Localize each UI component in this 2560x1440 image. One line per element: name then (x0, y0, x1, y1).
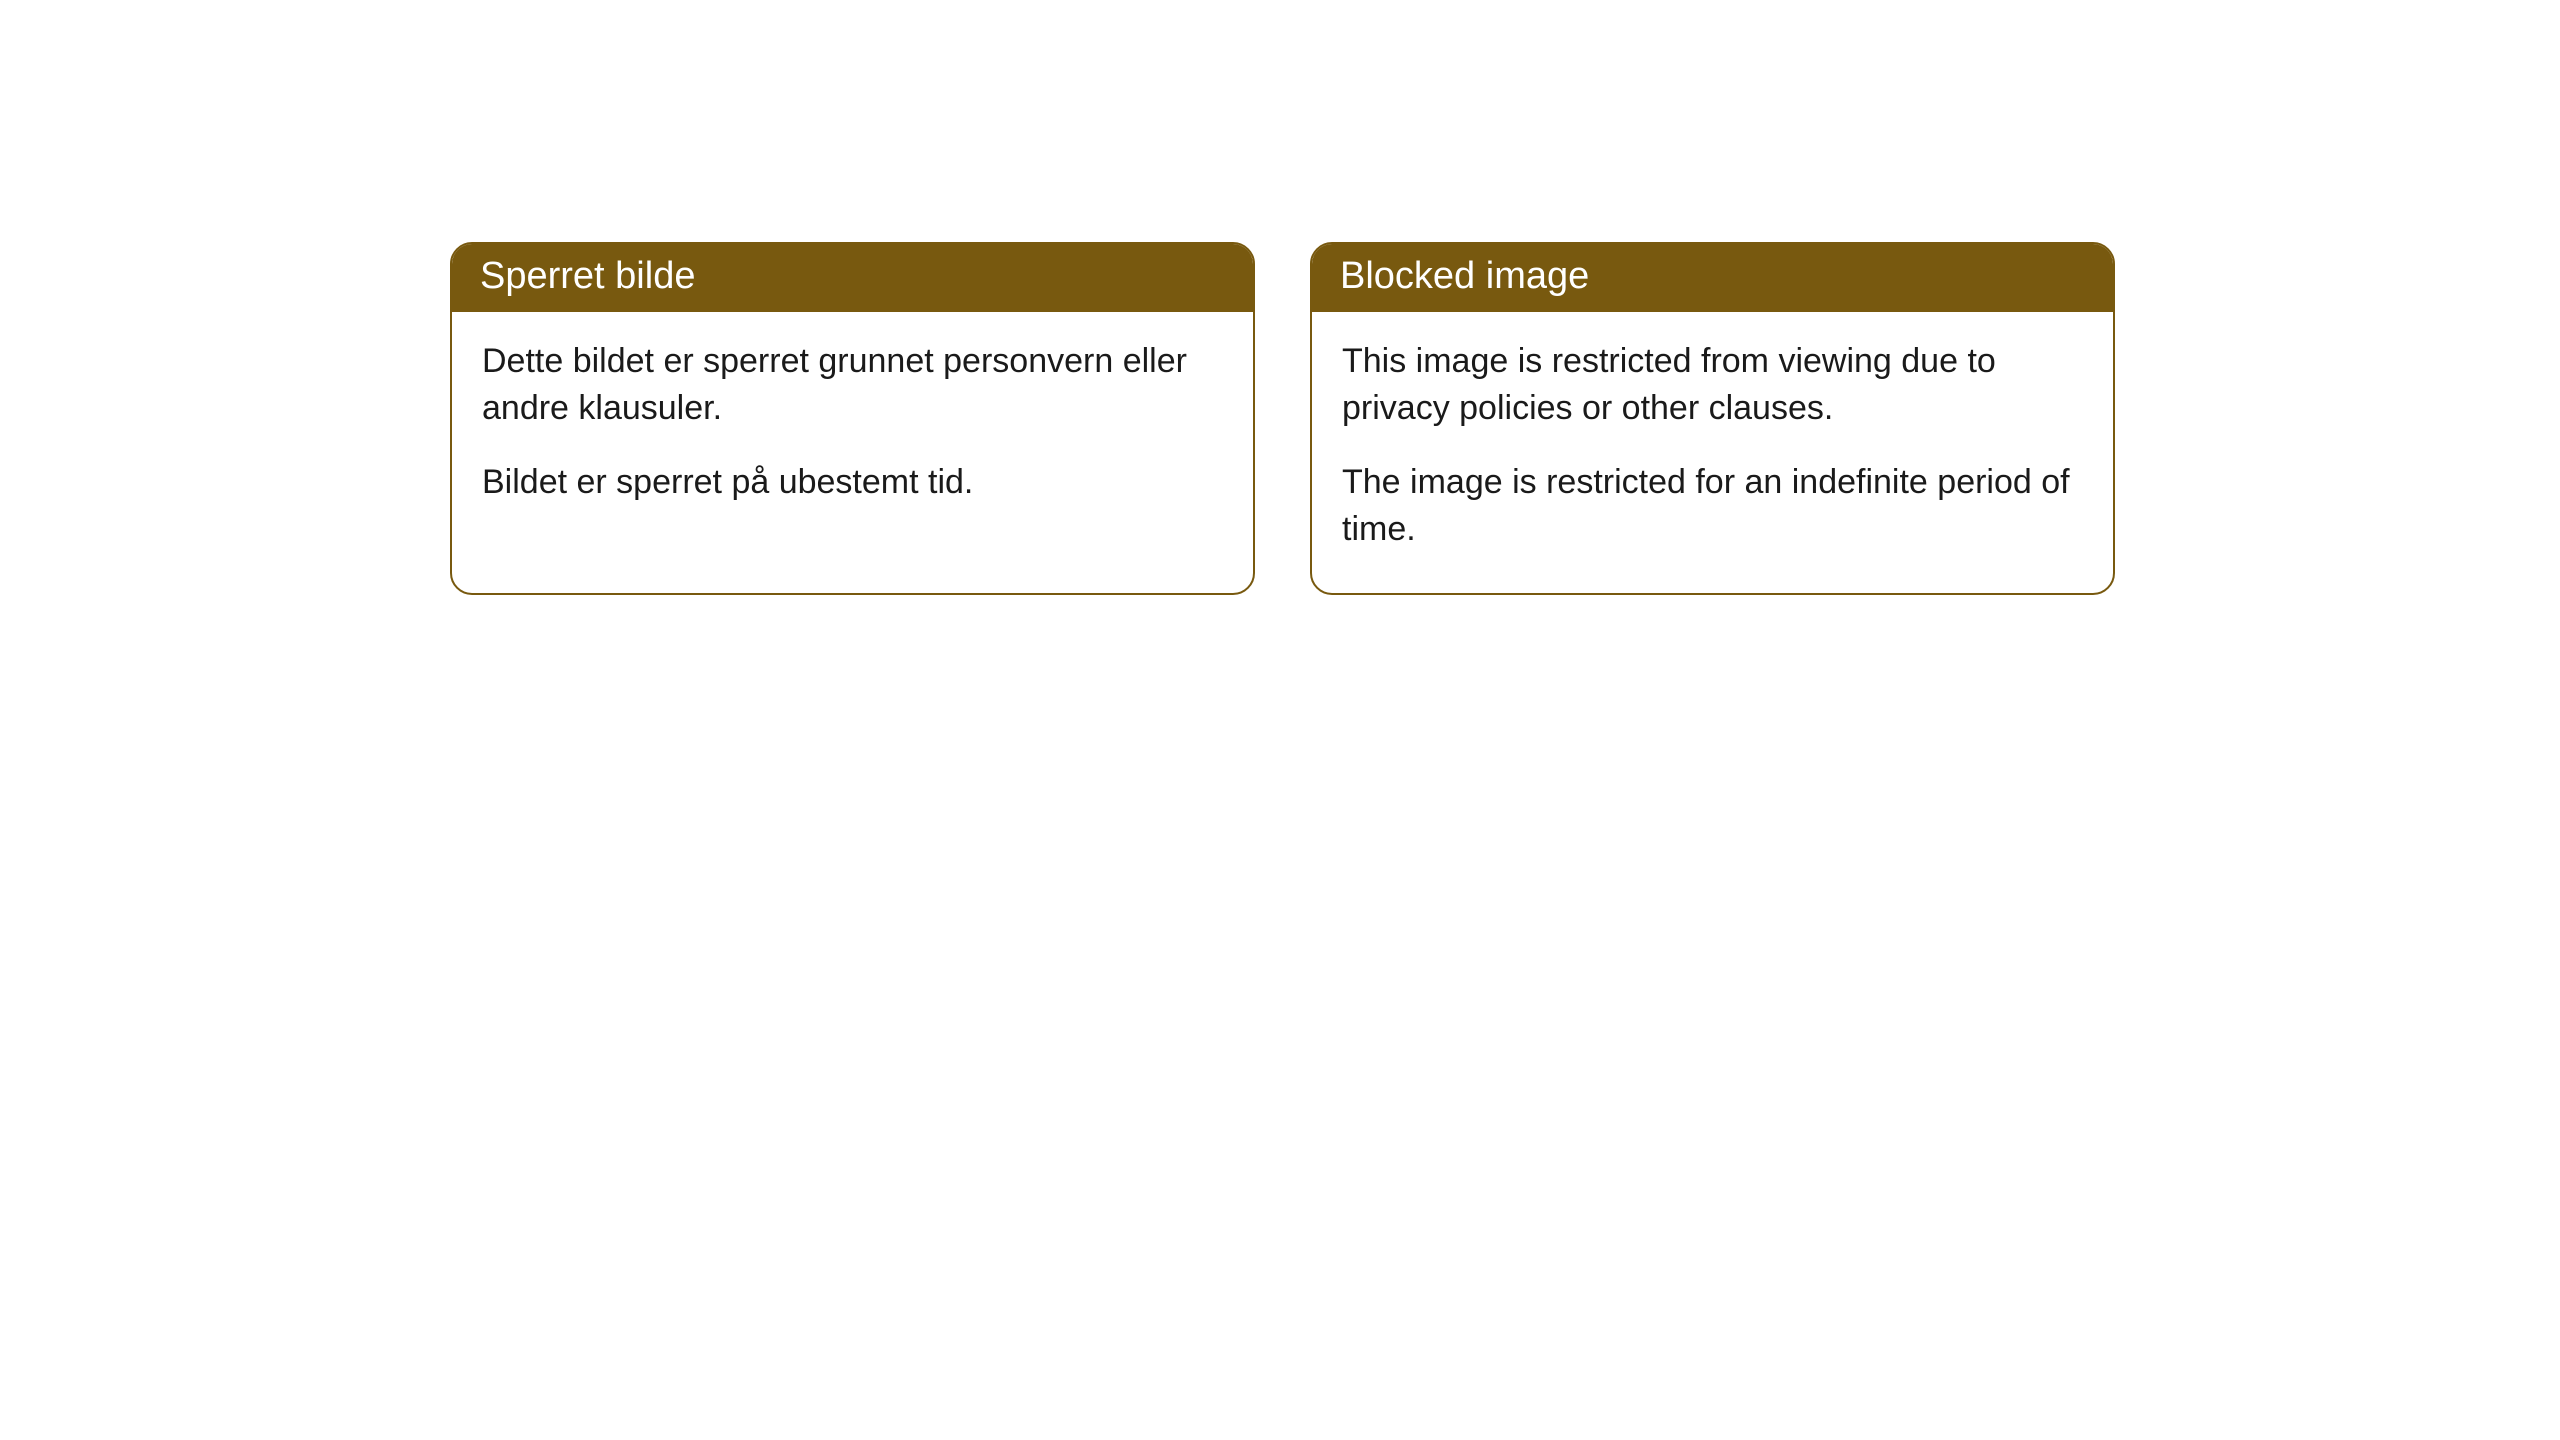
card-text: Bildet er sperret på ubestemt tid. (482, 459, 1223, 506)
card-text: The image is restricted for an indefinit… (1342, 459, 2083, 553)
card-body: Dette bildet er sperret grunnet personve… (452, 312, 1253, 547)
notice-container: Sperret bilde Dette bildet er sperret gr… (0, 0, 2560, 595)
card-title: Blocked image (1312, 244, 2113, 312)
card-text: This image is restricted from viewing du… (1342, 338, 2083, 432)
blocked-image-card-no: Sperret bilde Dette bildet er sperret gr… (450, 242, 1255, 595)
card-body: This image is restricted from viewing du… (1312, 312, 2113, 594)
blocked-image-card-en: Blocked image This image is restricted f… (1310, 242, 2115, 595)
card-text: Dette bildet er sperret grunnet personve… (482, 338, 1223, 432)
card-title: Sperret bilde (452, 244, 1253, 312)
